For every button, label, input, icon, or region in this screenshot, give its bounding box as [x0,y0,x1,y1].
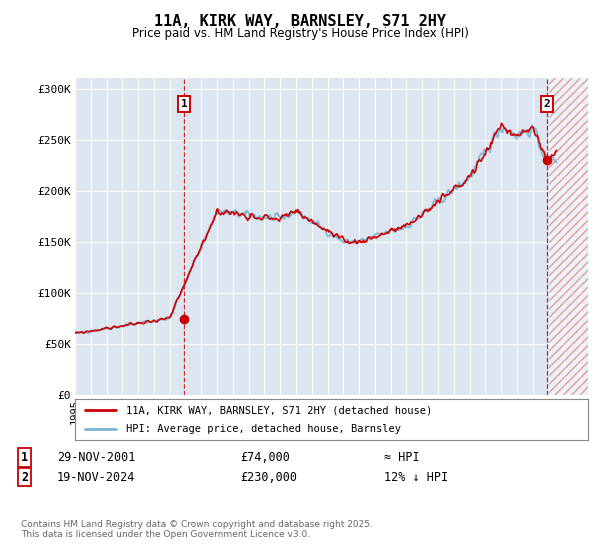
Text: Contains HM Land Registry data © Crown copyright and database right 2025.
This d: Contains HM Land Registry data © Crown c… [21,520,373,539]
Text: 29-NOV-2001: 29-NOV-2001 [57,451,136,464]
Text: £74,000: £74,000 [240,451,290,464]
Text: 11A, KIRK WAY, BARNSLEY, S71 2HY (detached house): 11A, KIRK WAY, BARNSLEY, S71 2HY (detach… [127,405,433,415]
Bar [548,78,588,395]
Text: HPI: Average price, detached house, Barnsley: HPI: Average price, detached house, Barn… [127,424,401,433]
Bar [548,78,588,395]
Text: 19-NOV-2024: 19-NOV-2024 [57,470,136,484]
Text: ≈ HPI: ≈ HPI [384,451,419,464]
Text: 12% ↓ HPI: 12% ↓ HPI [384,470,448,484]
Text: 2: 2 [21,470,28,484]
Text: 1: 1 [21,451,28,464]
Text: 1: 1 [181,99,188,109]
Text: 2: 2 [544,99,550,109]
Text: £230,000: £230,000 [240,470,297,484]
Text: 11A, KIRK WAY, BARNSLEY, S71 2HY: 11A, KIRK WAY, BARNSLEY, S71 2HY [154,14,446,29]
Text: Price paid vs. HM Land Registry's House Price Index (HPI): Price paid vs. HM Land Registry's House … [131,27,469,40]
